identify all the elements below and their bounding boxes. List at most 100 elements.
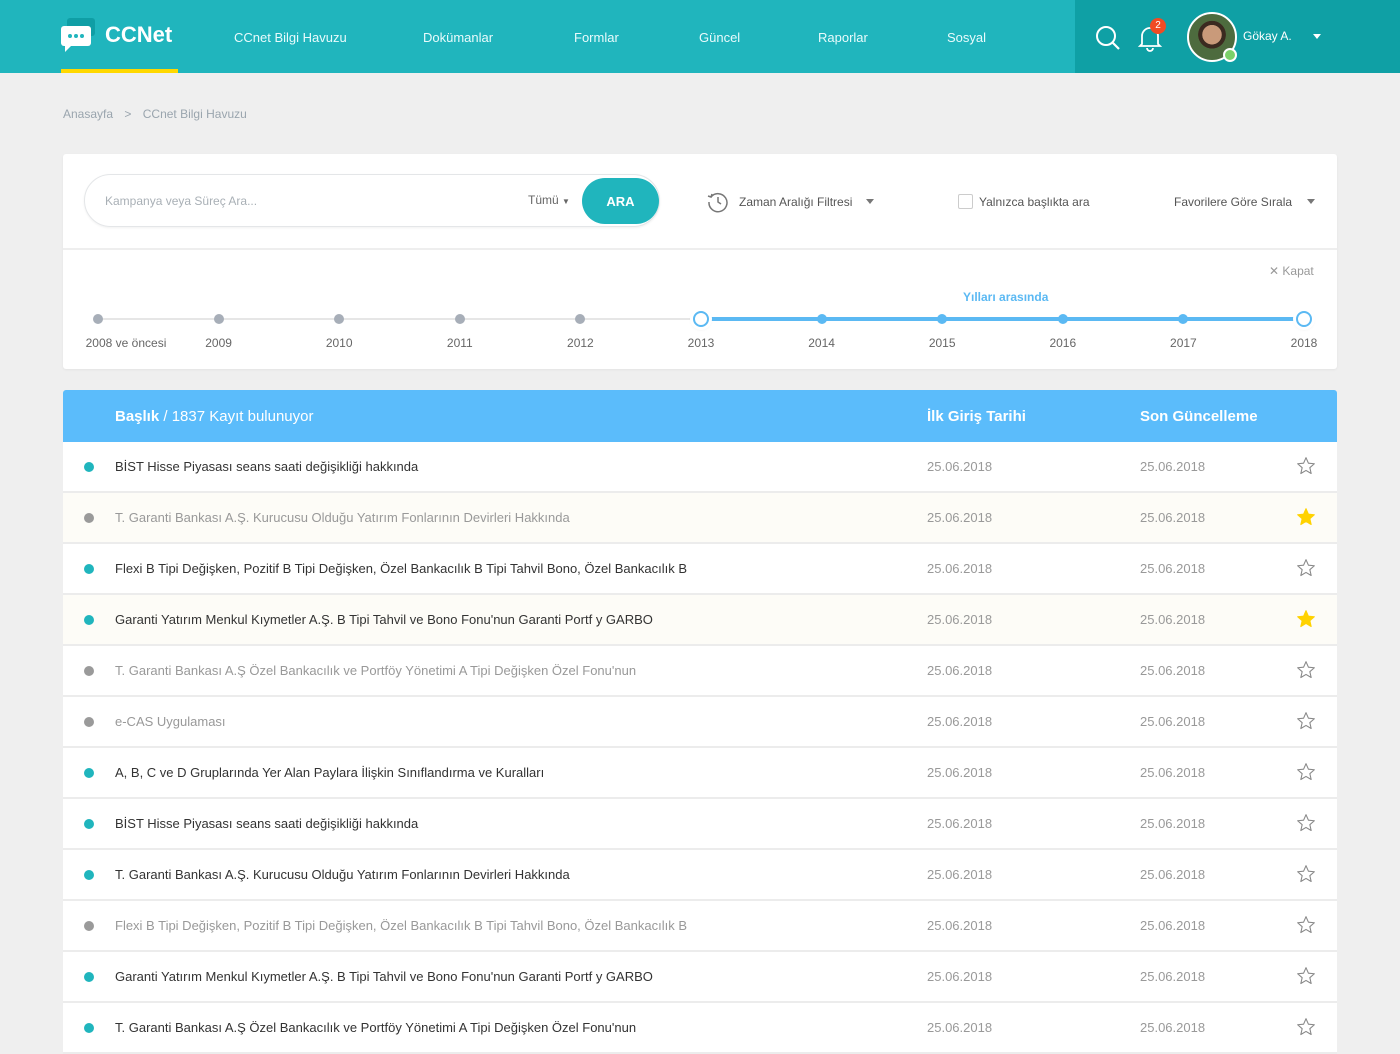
table-row[interactable]: Flexi B Tipi Değişken, Pozitif B Tipi De… — [63, 544, 1337, 595]
nav-dokumanlar[interactable]: Dokümanlar — [423, 30, 494, 45]
table-row[interactable]: T. Garanti Bankası A.Ş. Kurucusu Olduğu … — [63, 493, 1337, 544]
star-outline-icon[interactable] — [1296, 966, 1316, 986]
star-outline-icon[interactable] — [1296, 558, 1316, 578]
star-outline-icon[interactable] — [1296, 813, 1316, 833]
search-button[interactable]: ARA — [582, 178, 659, 224]
nav-formlar[interactable]: Formlar — [574, 30, 619, 45]
timeline-point[interactable] — [454, 314, 465, 324]
status-dot — [84, 717, 94, 727]
timeline-point[interactable] — [93, 314, 103, 324]
table-row[interactable]: A, B, C ve D Gruplarında Yer Alan Paylar… — [63, 748, 1337, 799]
row-title[interactable]: Flexi B Tipi Değişken, Pozitif B Tipi De… — [115, 918, 688, 933]
scope-dropdown[interactable]: Tümü ▼ — [528, 193, 570, 207]
timeline-point[interactable] — [1178, 314, 1189, 324]
table-row[interactable]: BİST Hisse Piyasası seans saati değişikl… — [63, 442, 1337, 493]
user-name[interactable]: Gökay A. — [1243, 29, 1292, 43]
col-first-entry[interactable]: İlk Giriş Tarihi — [927, 408, 1026, 425]
year-label[interactable]: 2016 — [1049, 336, 1077, 350]
range-handle[interactable] — [1296, 311, 1312, 327]
table-row[interactable]: Garanti Yatırım Menkul Kıymetler A.Ş. B … — [63, 595, 1337, 646]
year-label[interactable]: 2017 — [1170, 336, 1197, 350]
star-filled-icon[interactable] — [1296, 507, 1316, 527]
status-dot — [84, 921, 94, 931]
nav-raporlar[interactable]: Raporlar — [818, 30, 868, 45]
star-outline-icon[interactable] — [1296, 456, 1316, 476]
year-label[interactable]: 2015 — [928, 336, 956, 350]
first-entry-date: 25.06.2018 — [927, 561, 993, 576]
year-label[interactable]: 2013 — [687, 336, 715, 350]
range-label: Yılları arasında — [963, 290, 1049, 304]
nav-guncel[interactable]: Güncel — [699, 30, 741, 45]
star-outline-icon[interactable] — [1296, 762, 1316, 782]
row-title[interactable]: T. Garanti Bankası A.Ş Özel Bankacılık v… — [115, 1020, 637, 1035]
user-menu-chevron-down-icon[interactable] — [1313, 34, 1321, 39]
scope-value: Tümü — [528, 193, 559, 207]
nav-bilgi-havuzu[interactable]: CCnet Bilgi Havuzu — [234, 30, 347, 45]
title-only-checkbox[interactable] — [958, 194, 973, 209]
timeline-point[interactable] — [334, 314, 345, 324]
table-row[interactable]: Garanti Yatırım Menkul Kıymetler A.Ş. B … — [63, 952, 1337, 1003]
history-clock-icon — [707, 192, 728, 213]
star-outline-icon[interactable] — [1296, 1017, 1316, 1037]
search-box: Tümü ▼ ARA — [84, 174, 660, 227]
year-label[interactable]: 2009 — [205, 336, 232, 350]
first-entry-date: 25.06.2018 — [927, 816, 993, 831]
first-entry-date: 25.06.2018 — [927, 867, 993, 882]
table-row[interactable]: BİST Hisse Piyasası seans saati değişikl… — [63, 799, 1337, 850]
row-title[interactable]: T. Garanti Bankası A.Ş. Kurucusu Olduğu … — [115, 867, 570, 882]
year-label[interactable]: 2012 — [567, 336, 594, 350]
chevron-down-icon: ▼ — [562, 197, 570, 206]
row-title[interactable]: Garanti Yatırım Menkul Kıymetler A.Ş. B … — [115, 612, 653, 627]
divider — [63, 248, 1337, 250]
logo[interactable]: CCNet — [61, 18, 172, 52]
row-title[interactable]: Garanti Yatırım Menkul Kıymetler A.Ş. B … — [115, 969, 653, 984]
table-row[interactable]: e-CAS Uygulaması 25.06.2018 25.06.2018 — [63, 697, 1337, 748]
col-title[interactable]: Başlık — [115, 408, 160, 425]
last-update-date: 25.06.2018 — [1140, 561, 1206, 576]
row-title[interactable]: BİST Hisse Piyasası seans saati değişikl… — [115, 459, 419, 474]
timeline-selected-range — [700, 317, 1304, 321]
table-row[interactable]: T. Garanti Bankası A.Ş Özel Bankacılık v… — [63, 1003, 1337, 1054]
star-filled-icon[interactable] — [1296, 609, 1316, 629]
close-timeline-button[interactable]: ✕ Kapat — [1269, 264, 1314, 278]
timeline-point[interactable] — [575, 314, 586, 324]
status-dot — [84, 462, 94, 472]
col-last-update[interactable]: Son Güncelleme — [1140, 408, 1258, 425]
year-label[interactable]: 2010 — [325, 336, 353, 350]
nav-sosyal[interactable]: Sosyal — [947, 30, 987, 45]
row-title[interactable]: T. Garanti Bankası A.Ş. Kurucusu Olduğu … — [115, 510, 570, 525]
timeline-point[interactable] — [213, 314, 224, 324]
star-outline-icon[interactable] — [1296, 915, 1316, 935]
table-row[interactable]: Flexi B Tipi Değişken, Pozitif B Tipi De… — [63, 901, 1337, 952]
row-title[interactable]: T. Garanti Bankası A.Ş Özel Bankacılık v… — [115, 663, 637, 678]
breadcrumb-home[interactable]: Anasayfa — [63, 107, 114, 121]
row-title[interactable]: BİST Hisse Piyasası seans saati değişikl… — [115, 816, 419, 831]
sort-dropdown[interactable]: Favorilere Göre Sırala — [1174, 195, 1293, 209]
timeline-point[interactable] — [816, 314, 827, 324]
table-row[interactable]: T. Garanti Bankası A.Ş Özel Bankacılık v… — [63, 646, 1337, 697]
year-label[interactable]: 2014 — [808, 336, 835, 350]
chat-bubble-icon — [61, 18, 95, 52]
year-label[interactable]: 2011 — [446, 336, 473, 350]
last-update-date: 25.06.2018 — [1140, 1020, 1206, 1035]
timeline-point[interactable] — [937, 314, 948, 324]
range-handle[interactable] — [693, 311, 709, 327]
star-outline-icon[interactable] — [1296, 864, 1316, 884]
row-title[interactable]: Flexi B Tipi Değişken, Pozitif B Tipi De… — [115, 561, 688, 576]
row-title[interactable]: A, B, C ve D Gruplarında Yer Alan Paylar… — [115, 765, 545, 780]
title-only-label[interactable]: Yalnızca başlıkta ara — [979, 195, 1090, 209]
table-row[interactable]: T. Garanti Bankası A.Ş. Kurucusu Olduğu … — [63, 850, 1337, 901]
row-title[interactable]: e-CAS Uygulaması — [115, 714, 226, 729]
star-outline-icon[interactable] — [1296, 660, 1316, 680]
breadcrumb-current: CCnet Bilgi Havuzu — [142, 107, 247, 121]
search-input[interactable] — [105, 189, 505, 213]
last-update-date: 25.06.2018 — [1140, 765, 1206, 780]
time-range-filter-dropdown[interactable]: Zaman Aralığı Filtresi — [739, 195, 853, 209]
status-dot — [84, 819, 94, 829]
search-icon[interactable] — [1094, 24, 1122, 52]
year-label[interactable]: 2008 ve öncesi — [85, 336, 167, 350]
star-outline-icon[interactable] — [1296, 711, 1316, 731]
year-label[interactable]: 2018 — [1290, 336, 1318, 350]
timeline-point[interactable] — [1057, 314, 1068, 324]
avatar[interactable] — [1187, 12, 1237, 62]
